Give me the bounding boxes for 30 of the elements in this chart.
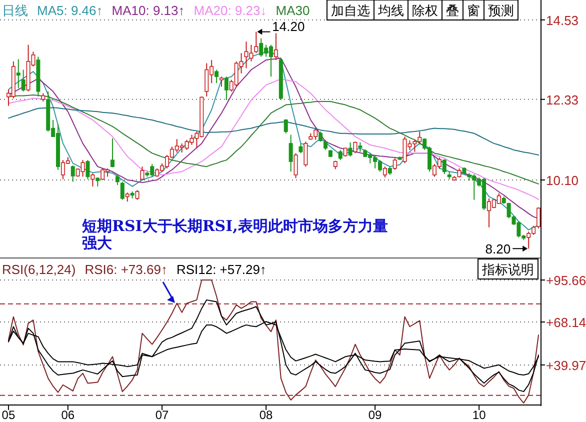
text: RSI6: +73.69↑ <box>84 262 168 277</box>
y-tick-label: +68.14 <box>546 314 586 330</box>
y-tick-label: 10.10 <box>546 172 579 188</box>
y-tick-label: +39.97 <box>546 358 586 373</box>
annotation: 叠 <box>446 3 459 18</box>
annotation: 窗 <box>467 3 480 18</box>
text: MA10: 9.13↑ <box>112 3 185 18</box>
y-tick-label: +95.66 <box>546 273 586 288</box>
annotation: 预测 <box>488 3 514 18</box>
text: RSI12: +57.29↑ <box>176 262 266 277</box>
x-tick-label: 09 <box>368 408 382 422</box>
annotation: 14.20 <box>272 18 305 34</box>
x-tick-label: 10 <box>472 408 486 422</box>
annotation: 8.20 <box>485 242 511 257</box>
text: MA5: 9.46↑ <box>37 3 103 18</box>
x-tick-label: 08 <box>259 408 274 422</box>
text: MA20: 9.23↓ <box>194 3 267 18</box>
x-tick-label: 05 <box>2 408 16 422</box>
annotation: 短期RSI大于长期RSI,表明此时市场多方力量强大 <box>81 217 388 252</box>
text: MA30 <box>276 3 310 18</box>
chart-title: RSI(6,12,24) <box>2 262 76 277</box>
x-tick-label: 07 <box>155 408 170 422</box>
chart-title: 日线 <box>2 3 28 18</box>
x-tick-label: 06 <box>61 408 75 422</box>
y-tick-label: 12.33 <box>546 92 579 108</box>
y-tick-label: 14.53 <box>546 12 579 28</box>
annotation: 除权 <box>412 3 438 18</box>
annotation: 指标说明 <box>481 262 534 277</box>
annotation: 加自选 <box>331 3 370 18</box>
annotation: 均线 <box>377 3 404 18</box>
